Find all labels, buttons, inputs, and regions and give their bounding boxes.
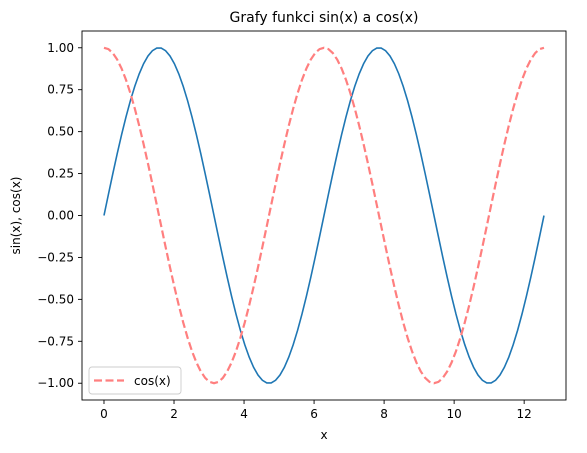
y-tick-label: −0.75 [37,334,74,348]
x-tick-label: 6 [310,407,318,421]
legend-label-cos: cos(x) [134,374,171,388]
x-tick-label: 10 [446,407,461,421]
y-tick-label: 0.50 [47,125,74,139]
legend-box [88,366,182,395]
y-tick-label: 0.25 [47,167,74,181]
y-axis-label: sin(x), cos(x) [9,177,23,255]
x-tick-label: 12 [517,407,532,421]
x-tick-label: 0 [100,407,108,421]
y-tick-label: −1.00 [37,376,74,390]
y-tick-label: −0.25 [37,250,74,264]
y-axis-ticks: −1.00 −0.75 −0.50 −0.25 0.00 0.25 0.50 0.75 1.00 [37,41,82,390]
x-axis-ticks: 0 2 4 6 8 10 12 [100,400,532,421]
y-tick-label: 1.00 [47,41,74,55]
chart-title: Grafy funkci sin(x) a cos(x) [230,10,419,26]
x-tick-label: 8 [380,407,388,421]
y-tick-label: 0.00 [47,209,74,223]
x-axis-label: x [320,428,327,442]
series-cos-line [103,46,545,385]
legend: cos(x) [88,366,182,395]
x-tick-label: 4 [240,407,248,421]
series-sin-line [103,47,545,384]
y-tick-label: 0.75 [47,83,74,97]
plot-area [81,30,567,401]
series-layer [103,46,545,385]
y-tick-label: −0.50 [37,292,74,306]
x-tick-label: 2 [170,407,178,421]
